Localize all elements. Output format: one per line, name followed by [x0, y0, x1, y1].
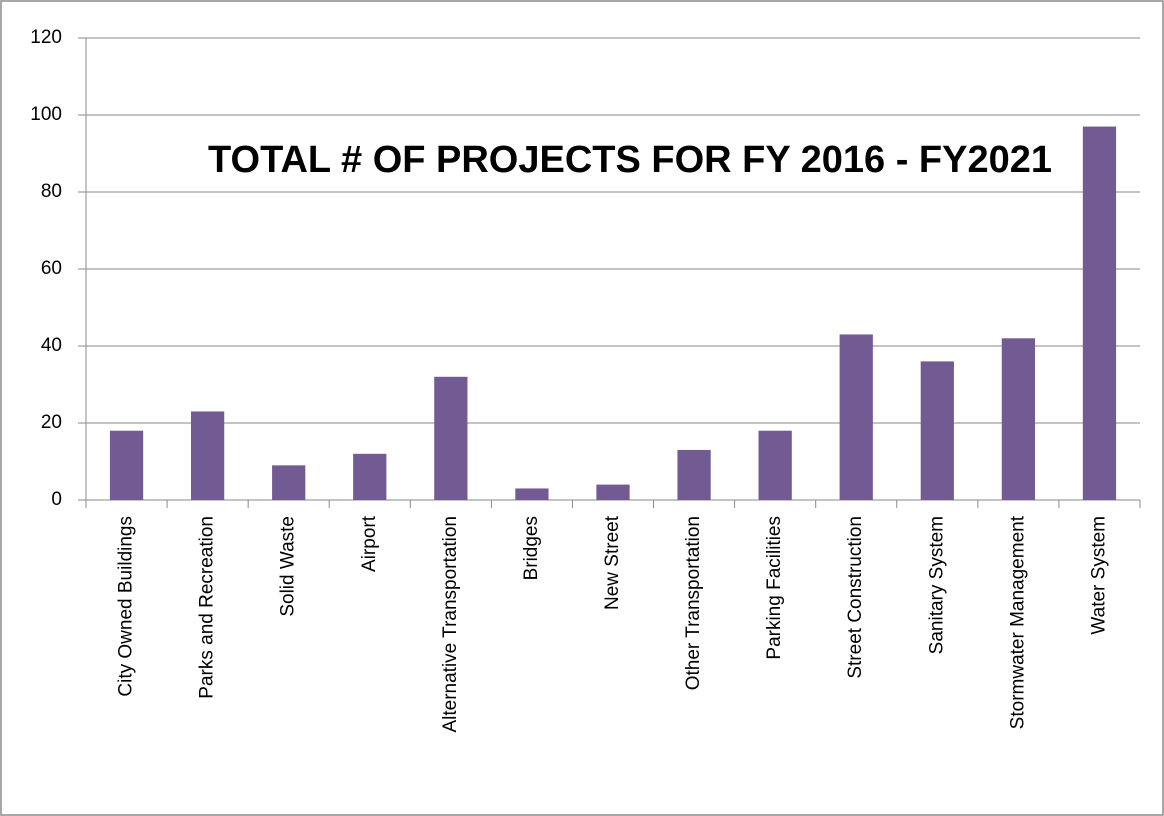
x-tick-label: Airport [359, 515, 380, 572]
chart-title: TOTAL # OF PROJECTS FOR FY 2016 - FY2021 [208, 139, 1052, 181]
y-tick-label: 120 [30, 27, 62, 48]
x-tick-label: Parking Facilities [764, 516, 785, 660]
x-tick-label: Solid Waste [278, 516, 299, 617]
x-tick-label: Other Transportation [683, 516, 704, 690]
bar [920, 361, 954, 500]
x-tick-label: Water System [1088, 516, 1109, 635]
x-tick-label: Sanitary System [926, 516, 947, 654]
y-tick-label: 0 [51, 489, 62, 510]
x-tick-label: Bridges [521, 516, 542, 580]
bar [434, 376, 468, 500]
bar [190, 411, 225, 500]
y-tick-label: 20 [41, 412, 62, 433]
y-tick-label: 40 [41, 335, 62, 356]
bar [353, 453, 387, 500]
x-tick-label: City Owned Buildings [116, 516, 137, 697]
bar [272, 465, 306, 500]
y-tick-label: 60 [41, 258, 62, 279]
bar [1001, 338, 1036, 500]
x-tick-label: New Street [602, 515, 623, 610]
bar [109, 430, 144, 500]
x-tick-label: Stormwater Management [1007, 515, 1028, 729]
x-tick-label: Parks and Recreation [197, 516, 218, 699]
bar [677, 449, 711, 500]
bar [1082, 126, 1117, 501]
bar [596, 484, 630, 500]
x-tick-label: Alternative Transportation [440, 516, 461, 733]
bar [839, 334, 873, 500]
y-tick-label: 100 [30, 104, 62, 125]
x-tick-label: Street Construction [845, 516, 866, 679]
bar [758, 430, 792, 500]
bar [515, 488, 549, 500]
y-tick-label: 80 [41, 181, 62, 202]
